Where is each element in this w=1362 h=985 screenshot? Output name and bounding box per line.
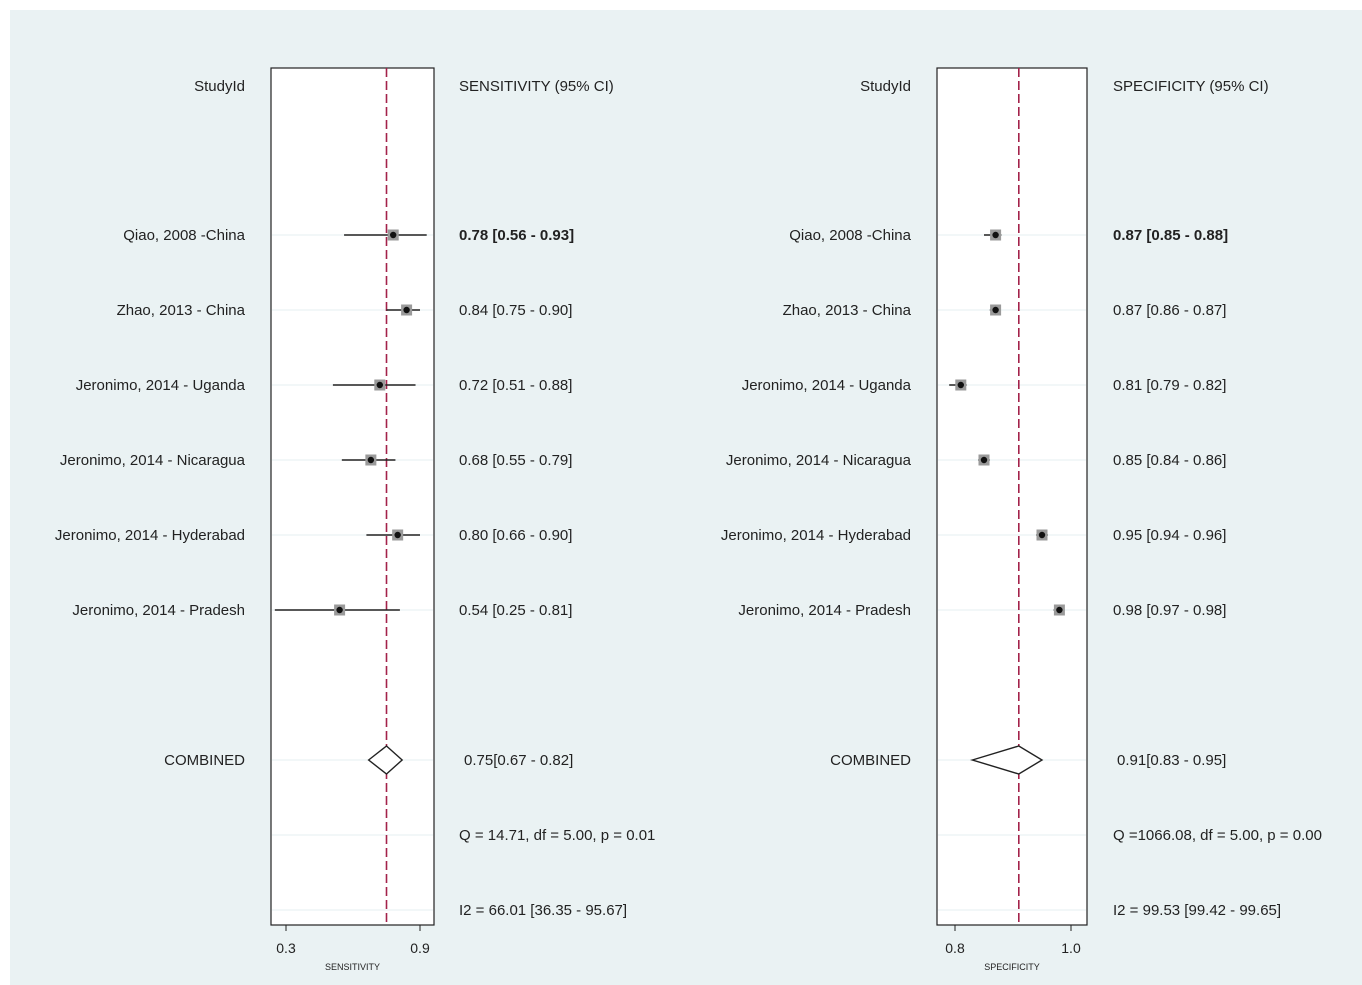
sensitivity-value-uganda: 0.72 [0.51 - 0.88] <box>459 377 572 394</box>
specificity-value-zhao: 0.87 [0.86 - 0.87] <box>1113 302 1226 319</box>
sensitivity-value-qiao: 0.78 [0.56 - 0.93] <box>459 227 574 244</box>
sensitivity-plot-area <box>270 67 435 926</box>
specificity-value-qiao: 0.87 [0.85 - 0.88] <box>1113 227 1228 244</box>
sensitivity-label-hyderabad: Jeronimo, 2014 - Hyderabad <box>55 527 245 544</box>
specificity-i2-statistic: I2 = 99.53 [99.42 - 99.65] <box>1113 902 1281 919</box>
sensitivity-estimate-header: SENSITIVITY (95% CI) <box>459 78 614 95</box>
sensitivity-tick-label-high: 0.9 <box>410 940 430 956</box>
sensitivity-point-estimate <box>403 306 410 314</box>
specificity-estimate-header: SPECIFICITY (95% CI) <box>1113 78 1269 95</box>
specificity-value-hyderabad: 0.95 [0.94 - 0.96] <box>1113 527 1226 544</box>
sensitivity-q-statistic: Q = 14.71, df = 5.00, p = 0.01 <box>459 827 655 844</box>
specificity-point-estimate <box>1056 606 1063 614</box>
sensitivity-value-zhao: 0.84 [0.75 - 0.90] <box>459 302 572 319</box>
sensitivity-i2-statistic: I2 = 66.01 [36.35 - 95.67] <box>459 902 627 919</box>
sensitivity-combined-diamond <box>367 745 404 775</box>
specificity-point-estimate <box>980 456 988 464</box>
sensitivity-value-combined: 0.75[0.67 - 0.82] <box>464 752 573 769</box>
specificity-value-pradesh: 0.98 [0.97 - 0.98] <box>1113 602 1226 619</box>
specificity-label-nicaragua: Jeronimo, 2014 - Nicaragua <box>726 452 912 469</box>
sensitivity-point-estimate <box>376 381 383 389</box>
specificity-value-combined: 0.91[0.83 - 0.95] <box>1117 752 1226 769</box>
specificity-tick-label-low: 0.8 <box>945 940 965 956</box>
sensitivity-marks <box>274 229 427 775</box>
sensitivity-x-axis-label: SENSITIVITY <box>325 962 380 972</box>
specificity-combined-diamond <box>969 745 1044 775</box>
specificity-plot-area <box>936 67 1088 926</box>
sensitivity-label-combined: COMBINED <box>164 752 245 769</box>
specificity-label-uganda: Jeronimo, 2014 - Uganda <box>742 377 912 394</box>
specificity-x-axis-label: SPECIFICITY <box>984 962 1040 972</box>
specificity-label-hyderabad: Jeronimo, 2014 - Hyderabad <box>721 527 911 544</box>
specificity-point-estimate <box>992 306 999 314</box>
specificity-tick-label-high: 1.0 <box>1061 940 1081 956</box>
specificity-point-estimate <box>992 231 999 239</box>
specificity-forest-panel: StudyId SPECIFICITY (95% CI) Qiao, 2008 … <box>721 67 1322 972</box>
specificity-value-nicaragua: 0.85 [0.84 - 0.86] <box>1113 452 1226 469</box>
sensitivity-label-qiao: Qiao, 2008 -China <box>123 227 245 244</box>
specificity-label-zhao: Zhao, 2013 - China <box>783 302 912 319</box>
sensitivity-label-zhao: Zhao, 2013 - China <box>117 302 246 319</box>
specificity-marks <box>949 229 1065 775</box>
sensitivity-label-uganda: Jeronimo, 2014 - Uganda <box>76 377 246 394</box>
specificity-q-statistic: Q =1066.08, df = 5.00, p = 0.00 <box>1113 827 1322 844</box>
sensitivity-value-hyderabad: 0.80 [0.66 - 0.90] <box>459 527 572 544</box>
sensitivity-point-estimate <box>336 606 343 614</box>
sensitivity-label-pradesh: Jeronimo, 2014 - Pradesh <box>72 602 245 619</box>
specificity-point-estimate <box>957 381 964 389</box>
sensitivity-study-header: StudyId <box>194 78 245 95</box>
outer-background <box>10 10 1362 985</box>
sensitivity-label-nicaragua: Jeronimo, 2014 - Nicaragua <box>60 452 246 469</box>
sensitivity-forest-panel: StudyId SENSITIVITY (95% CI) Qiao, 2008 … <box>55 67 655 972</box>
sensitivity-point-estimate <box>390 231 397 239</box>
sensitivity-value-nicaragua: 0.68 [0.55 - 0.79] <box>459 452 572 469</box>
specificity-study-header: StudyId <box>860 78 911 95</box>
specificity-label-pradesh: Jeronimo, 2014 - Pradesh <box>738 602 911 619</box>
sensitivity-value-pradesh: 0.54 [0.25 - 0.81] <box>459 602 572 619</box>
specificity-value-uganda: 0.81 [0.79 - 0.82] <box>1113 377 1226 394</box>
specificity-point-estimate <box>1038 531 1046 539</box>
sensitivity-point-estimate <box>367 456 375 464</box>
specificity-label-combined: COMBINED <box>830 752 911 769</box>
sensitivity-point-estimate <box>394 531 401 539</box>
specificity-label-qiao: Qiao, 2008 -China <box>789 227 911 244</box>
sensitivity-tick-label-low: 0.3 <box>276 940 296 956</box>
